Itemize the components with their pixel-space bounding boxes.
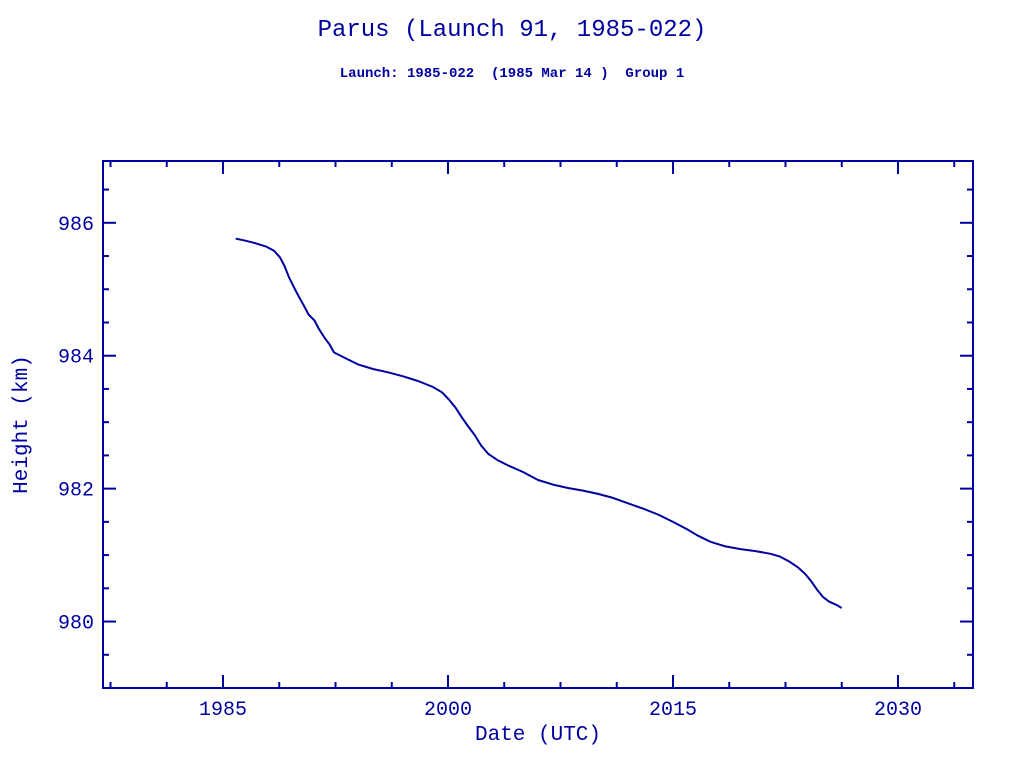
y-tick-label: 980 [58,613,94,636]
y-tick-label: 984 [58,347,94,370]
x-tick-label: 1985 [199,699,247,722]
x-tick-label: 2015 [649,699,697,722]
x-tick-label: 2030 [874,699,922,722]
plot-frame [102,160,974,689]
chart-title: Parus (Launch 91, 1985-022) [317,17,707,44]
x-axis-title: Date (UTC) [475,724,601,747]
x-tick-label: 2000 [424,699,472,722]
y-axis-title: Height (km) [11,355,34,494]
y-tick-label: 982 [58,480,94,503]
y-tick-label: 986 [58,214,94,237]
chart-subtitle: Launch: 1985-022 (1985 Mar 14 ) Group 1 [339,66,685,82]
data-line-height-km [235,237,842,609]
